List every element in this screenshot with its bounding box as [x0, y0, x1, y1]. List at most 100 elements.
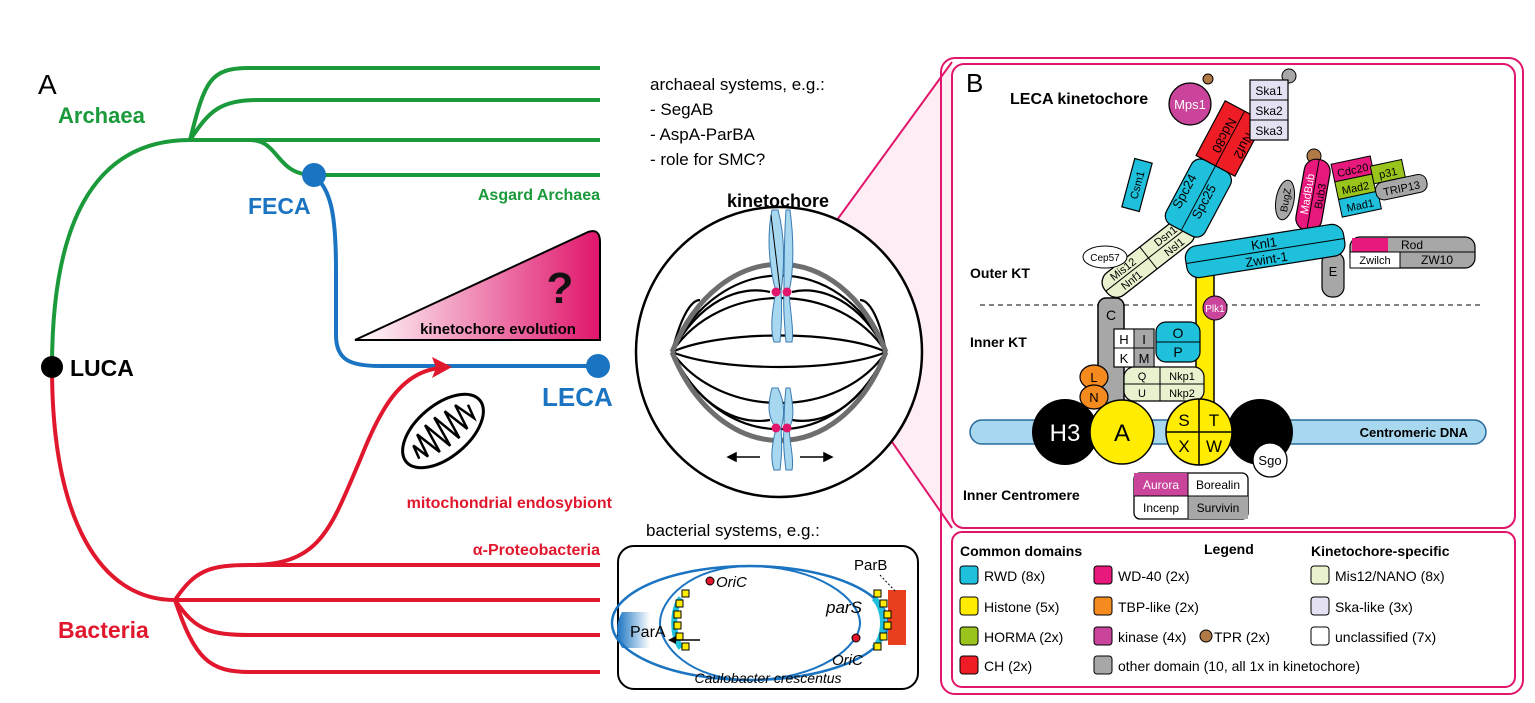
- other-label: other domain (10, all 1x in kinetochore): [1118, 658, 1360, 674]
- tree-of-life: [41, 66, 610, 674]
- archaeal-item-3: - role for SMC?: [650, 150, 765, 169]
- legend-common-header: Common domains: [960, 543, 1082, 559]
- kinetochore-evolution-wedge: ? kinetochore evolution: [354, 230, 601, 341]
- a-label: A: [1114, 420, 1130, 447]
- rod-label: Rod: [1401, 238, 1423, 252]
- mad1-label: Mad1: [1346, 197, 1375, 214]
- mps1-label: Mps1: [1174, 97, 1206, 112]
- tpr-label: TPR (2x): [1214, 629, 1270, 645]
- oric-top-label: OriC: [716, 574, 747, 591]
- e-label: E: [1329, 264, 1338, 279]
- outer-kt-label: Outer KT: [970, 265, 1030, 281]
- h3-label: H3: [1050, 420, 1081, 447]
- ska2-label: Ska2: [1255, 104, 1283, 118]
- bacteria-label: Bacteria: [58, 617, 149, 643]
- archaeal-item-1: - SegAB: [650, 100, 713, 119]
- archaea-label: Archaea: [58, 103, 146, 128]
- ska1-label: Ska1: [1255, 84, 1283, 98]
- mito-label: mitochondrial endosybiont: [407, 495, 613, 512]
- alpha-proteobacteria-label: α-Proteobacteria: [473, 542, 600, 559]
- s-label: S: [1178, 411, 1189, 430]
- mitotic-cell: [634, 205, 924, 499]
- archaeal-systems-title: archaeal systems, e.g.:: [650, 75, 825, 94]
- leca-node: [586, 354, 610, 378]
- archaeal-item-2: - AspA-ParBA: [650, 125, 756, 144]
- kinase-label: kinase (4x): [1118, 629, 1186, 645]
- inner-kt-label: Inner KT: [970, 334, 1027, 350]
- panel-b-outer-frame: [940, 57, 1524, 695]
- question-mark: ?: [547, 264, 574, 313]
- unclassified-label: unclassified (7x): [1335, 629, 1436, 645]
- k-label: K: [1120, 351, 1129, 366]
- caulobacter-cell: [610, 545, 919, 690]
- mitochondrion-icon: [401, 392, 485, 470]
- ska3-label: Ska3: [1255, 124, 1283, 138]
- luca-label: LUCA: [70, 355, 134, 381]
- zwint1-label: Zwint-1: [1244, 249, 1288, 270]
- nkp2-label: Nkp2: [1169, 388, 1195, 400]
- oric-bottom-label: OriC: [832, 652, 863, 669]
- bugz-label: BugZ: [1279, 188, 1294, 213]
- kt-evolution-label: kinetochore evolution: [420, 321, 576, 338]
- legend-header: Legend: [1204, 541, 1254, 557]
- t-label: T: [1209, 411, 1219, 430]
- inner-centromere-label: Inner Centromere: [963, 487, 1080, 503]
- leca-label: LECA: [542, 382, 613, 412]
- o-label: O: [1173, 325, 1184, 341]
- cep57-label: Cep57: [1090, 253, 1120, 264]
- nkp1-label: Nkp1: [1169, 371, 1195, 383]
- w-label: W: [1206, 437, 1222, 456]
- m-label: M: [1139, 351, 1150, 366]
- tbp-label: TBP-like (2x): [1118, 599, 1199, 615]
- panel-a-letter: A: [38, 69, 57, 100]
- zw10-label: ZW10: [1421, 253, 1453, 267]
- legend-items: RWD (8x) Histone (5x) HORMA (2x) CH (2x)…: [959, 565, 1445, 675]
- mito-arrowhead: [432, 357, 452, 378]
- legend-kt-header: Kinetochore-specific: [1311, 543, 1450, 559]
- parb-label: ParB: [854, 557, 887, 574]
- c-label: C: [1106, 307, 1116, 323]
- survivin-label: Survivin: [1197, 501, 1240, 515]
- bacterial-systems-title: bacterial systems, e.g.:: [646, 521, 820, 540]
- plk1-label: Plk1: [1205, 304, 1225, 315]
- sgo-label: Sgo: [1258, 453, 1281, 468]
- kinetochore-label: kinetochore: [727, 191, 829, 211]
- bub3-label: Bub3: [1313, 183, 1329, 210]
- bacteria-branches: [50, 366, 600, 674]
- knl1-label: Knl1: [1250, 234, 1278, 253]
- feca-node: [302, 163, 326, 187]
- aurora-label: Aurora: [1143, 478, 1179, 492]
- feca-label: FECA: [248, 193, 311, 219]
- legend-frame: [951, 531, 1516, 688]
- luca-node: [41, 356, 63, 378]
- h-label: H: [1119, 332, 1128, 347]
- eukarya-branch: [312, 173, 598, 368]
- panel-b-letter: B: [966, 68, 983, 98]
- histone-label: Histone (5x): [984, 599, 1059, 615]
- asgard-label: Asgard Archaea: [478, 187, 600, 204]
- ska-label: Ska-like (3x): [1335, 599, 1413, 615]
- para-label: ParA: [630, 624, 666, 641]
- incenp-label: Incenp: [1143, 501, 1179, 515]
- borealin-label: Borealin: [1196, 478, 1240, 492]
- ch-label: CH (2x): [984, 658, 1032, 674]
- p31-label: p31: [1378, 166, 1398, 182]
- horma-label: HORMA (2x): [984, 629, 1063, 645]
- q-label: Q: [1138, 371, 1147, 383]
- caulobacter-label: Caulobacter crescentus: [694, 670, 841, 686]
- x-label: X: [1178, 437, 1189, 456]
- n-label: N: [1089, 390, 1098, 405]
- wd40-label: WD-40 (2x): [1118, 568, 1190, 584]
- l-label: L: [1090, 370, 1097, 385]
- centromeric-dna-label: Centromeric DNA: [1360, 425, 1469, 440]
- leca-kt-title: LECA kinetochore: [1010, 91, 1148, 108]
- pars-label: parS: [825, 598, 863, 617]
- u-label: U: [1138, 388, 1146, 400]
- p-label: P: [1173, 344, 1182, 360]
- mis12-label: Mis12/NANO (8x): [1335, 568, 1445, 584]
- i-label: I: [1142, 332, 1146, 347]
- mad2-label: Mad2: [1341, 180, 1370, 197]
- zwilch-label: Zwilch: [1359, 255, 1390, 267]
- rwd-label: RWD (8x): [984, 568, 1045, 584]
